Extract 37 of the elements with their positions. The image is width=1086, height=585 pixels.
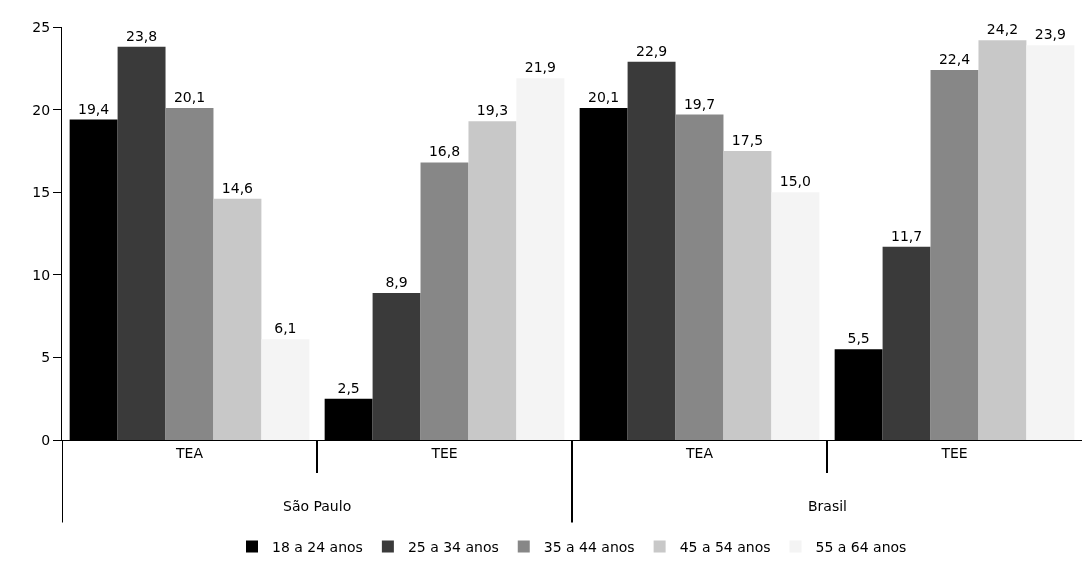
text: Brasil (808, 498, 848, 514)
data-label: 2,5 (337, 379, 360, 396)
x-tick-label: TEE (430, 444, 458, 461)
data-label: 22,9 (635, 42, 668, 59)
data-label: 21,9 (524, 59, 556, 76)
x-tick-label: TEA (175, 444, 204, 461)
y-tick-label: 0 (41, 431, 51, 448)
data-label: 16,8 (428, 143, 461, 160)
text: São Paulo (283, 498, 352, 514)
data-label: 19,3 (476, 102, 509, 119)
x-tick-label: TEA (685, 444, 714, 461)
y-tick-label: 25 (32, 18, 51, 35)
legend-label: 55 a 64 anos (815, 538, 907, 555)
data-label: 20,1 (173, 88, 206, 105)
data-label: 23,8 (125, 27, 158, 44)
data-label: 8,9 (385, 273, 408, 290)
data-label: 14,6 (221, 179, 254, 196)
x-tick-label: TEE (940, 444, 968, 461)
legend-label: 35 a 44 anos (543, 538, 635, 555)
y-tick-label: 5 (41, 349, 51, 366)
legend-label: 25 a 34 anos (407, 538, 499, 555)
y-tick-label: 15 (32, 184, 51, 201)
data-label: 11,7 (890, 227, 923, 244)
data-label: 24,2 (986, 21, 1019, 38)
legend-label: 18 a 24 anos (272, 538, 363, 555)
data-label: 19,7 (683, 95, 716, 112)
data-label: 6,1 (274, 320, 297, 337)
data-label: 17,5 (731, 131, 764, 148)
data-label: 22,4 (938, 50, 971, 67)
y-tick-label: 20 (32, 101, 51, 118)
data-label: 19,4 (77, 100, 110, 117)
y-tick-label: 10 (32, 266, 51, 283)
data-label: 23,9 (1034, 26, 1066, 43)
data-label: 20,1 (588, 88, 620, 105)
data-label: 15,0 (779, 173, 811, 190)
data-label: 5,5 (847, 330, 870, 347)
legend-label: 45 a 54 anos (679, 538, 771, 555)
